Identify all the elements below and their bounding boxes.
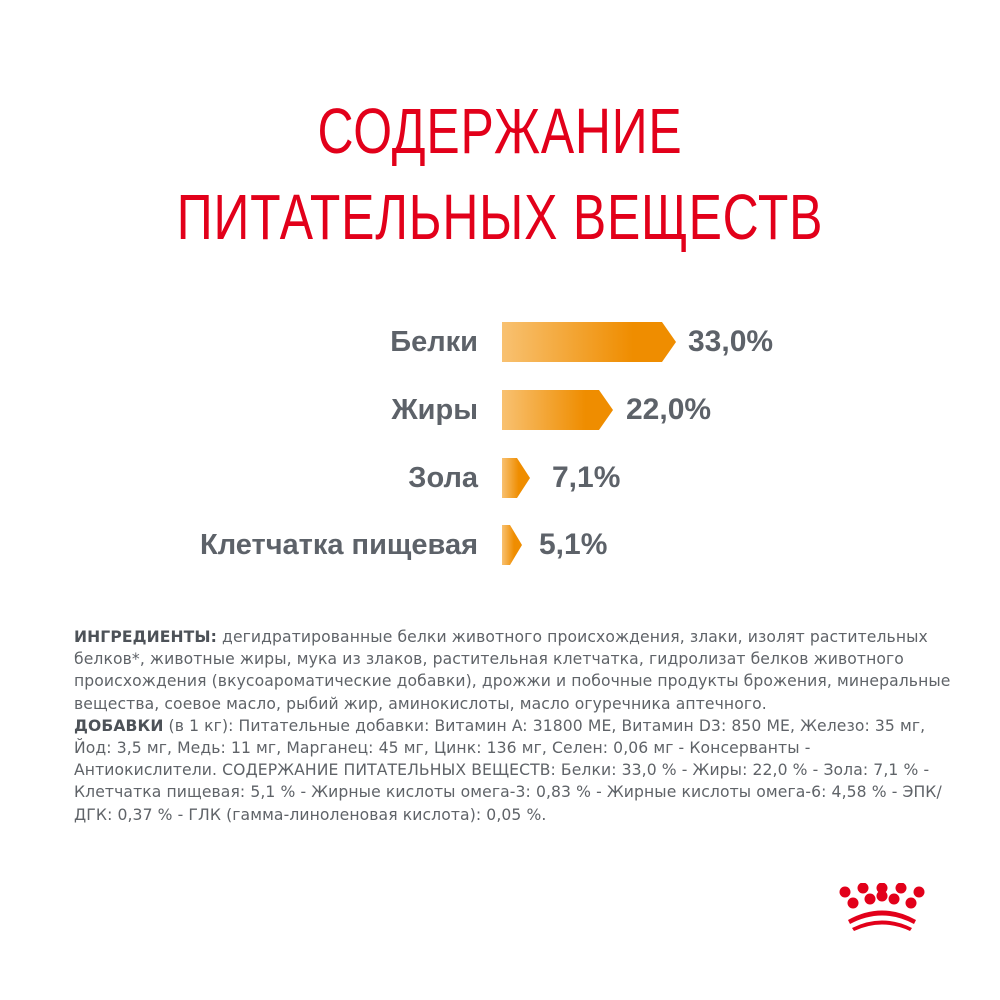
ingredients-heading: ИНГРЕДИЕНТЫ: xyxy=(74,628,217,646)
chart-row-protein: Белки 33,0% xyxy=(0,322,1000,362)
chart-row-fiber: Клетчатка пищевая 5,1% xyxy=(0,525,1000,565)
chart-bar xyxy=(502,525,522,565)
composition-text: ИНГРЕДИЕНТЫ: дегидратированные белки жив… xyxy=(74,626,954,826)
page-title: СОДЕРЖАНИЕ ПИТАТЕЛЬНЫХ ВЕЩЕСТВ xyxy=(110,88,890,260)
chart-label: Жиры xyxy=(391,394,478,426)
chart-value: 33,0% xyxy=(688,325,774,358)
chart-bar xyxy=(502,322,676,362)
chart-label: Зола xyxy=(408,462,478,494)
ingredients-paragraph: ИНГРЕДИЕНТЫ: дегидратированные белки жив… xyxy=(74,626,954,715)
royal-canin-crown-icon xyxy=(832,882,932,943)
chart-row-ash: Зола 7,1% xyxy=(0,458,1000,498)
chart-value: 22,0% xyxy=(626,393,712,426)
nutrient-bar-chart: Белки 33,0% Жиры 22,0% Зола 7,1% xyxy=(0,322,1000,565)
additives-heading: ДОБАВКИ xyxy=(74,716,164,735)
chart-label: Белки xyxy=(390,326,478,358)
additives-paragraph: ДОБАВКИ (в 1 кг): Питательные добавки: В… xyxy=(74,715,954,826)
chart-value: 5,1% xyxy=(539,528,608,561)
title-line-2: ПИТАТЕЛЬНЫХ ВЕЩЕСТВ xyxy=(176,181,824,253)
additives-text: (в 1 кг): Питательные добавки: Витамин A… xyxy=(74,716,942,824)
chart-bar xyxy=(502,458,530,498)
chart-bar xyxy=(502,390,613,430)
chart-value: 7,1% xyxy=(552,461,621,494)
ingredients-text: дегидратированные белки животного происх… xyxy=(74,628,951,713)
chart-label: Клетчатка пищевая xyxy=(200,529,478,561)
title-line-1: СОДЕРЖАНИЕ xyxy=(317,95,683,167)
chart-row-fat: Жиры 22,0% xyxy=(0,390,1000,430)
